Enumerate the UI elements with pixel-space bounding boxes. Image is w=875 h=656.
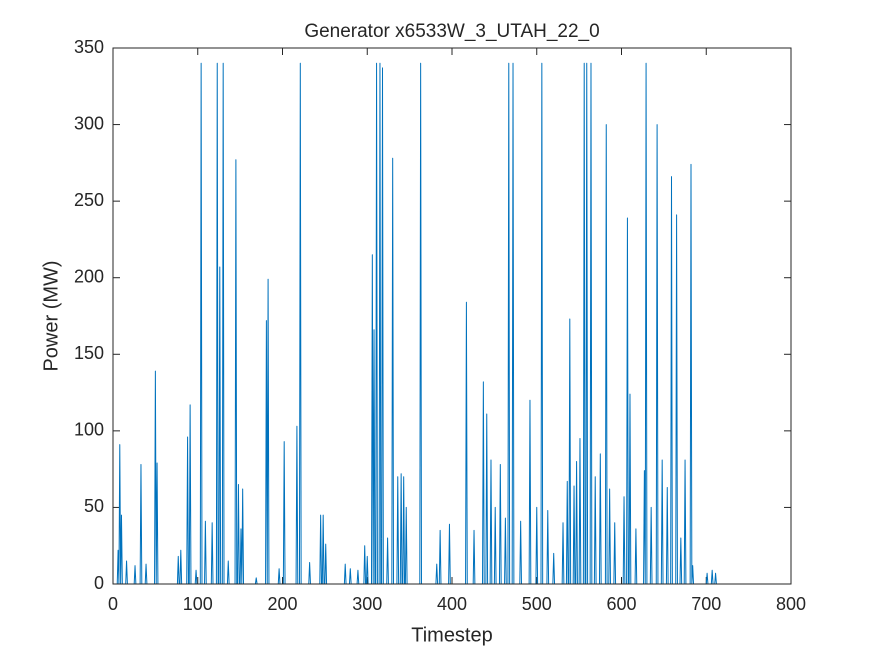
- y-tick-label: 50: [84, 496, 104, 516]
- y-tick-label: 250: [74, 190, 104, 210]
- x-tick-label: 200: [267, 594, 297, 614]
- x-axis-label: Timestep: [411, 624, 493, 646]
- x-tick-label: 600: [606, 594, 636, 614]
- y-tick-label: 0: [94, 573, 104, 593]
- plot-area: [113, 48, 791, 584]
- y-tick-label: 150: [74, 343, 104, 363]
- y-tick-label: 350: [74, 37, 104, 57]
- x-tick-label: 800: [776, 594, 806, 614]
- x-tick-label: 500: [522, 594, 552, 614]
- x-tick-label: 300: [352, 594, 382, 614]
- chart-title: Generator x6533W_3_UTAH_22_0: [304, 21, 599, 42]
- y-axis-label: Power (MW): [40, 260, 62, 371]
- y-tick-label: 300: [74, 113, 104, 133]
- y-tick-label: 200: [74, 266, 104, 286]
- x-tick-label: 0: [108, 594, 118, 614]
- x-tick-label: 100: [183, 594, 213, 614]
- x-tick-label: 700: [691, 594, 721, 614]
- x-tick-label: 400: [437, 594, 467, 614]
- axes-box: [112, 47, 792, 585]
- y-tick-label: 100: [74, 420, 104, 440]
